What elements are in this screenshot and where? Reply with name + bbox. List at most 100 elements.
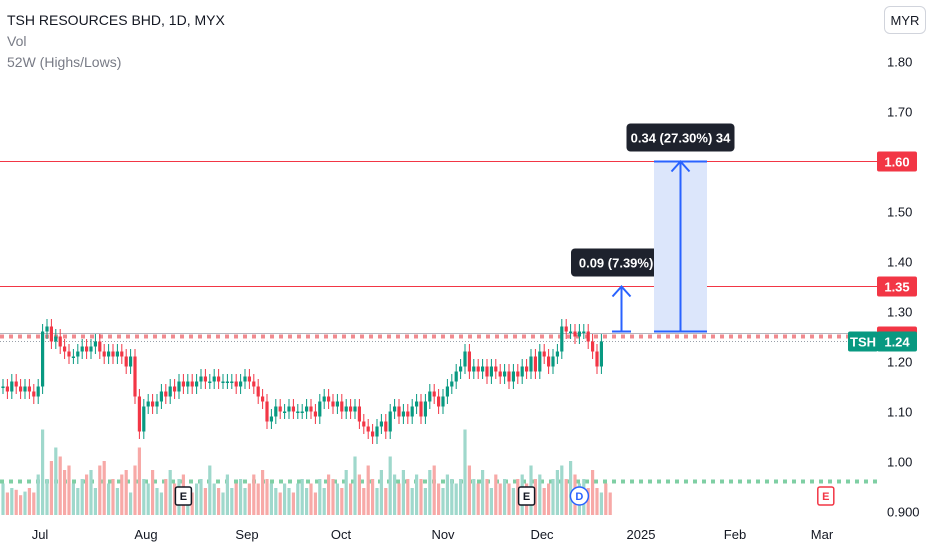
candle-body (481, 366, 485, 372)
x-tick-label: Sep (235, 527, 258, 542)
x-tick-label: Nov (431, 527, 455, 542)
candle-body (357, 406, 361, 422)
symbol-title[interactable]: TSH RESOURCES BHD, 1D, MYX (7, 12, 225, 28)
candle-body (111, 351, 115, 357)
candle-body (379, 421, 383, 427)
volume-bar (159, 492, 163, 515)
candle-body (89, 346, 93, 352)
volume-bar (124, 470, 128, 515)
volume-bar (309, 483, 313, 515)
candle-body (344, 406, 348, 412)
measure-callout-box (626, 123, 735, 152)
volume-bar (93, 488, 97, 515)
volume-bar (199, 479, 203, 515)
volume-bar (441, 488, 445, 515)
candle-body (133, 356, 137, 397)
candle-body (239, 381, 243, 387)
candle-body (234, 381, 238, 387)
volume-bar (137, 447, 141, 515)
candle-body (45, 326, 49, 332)
candle-body (256, 386, 260, 397)
volume-bar (256, 483, 260, 515)
candle-body (120, 351, 124, 357)
y-tick-label: 1.40 (887, 255, 912, 270)
volume-bar (547, 483, 551, 515)
candle-body (32, 391, 36, 397)
candle-body (560, 326, 564, 352)
volume-bar (344, 470, 348, 515)
candle-body (71, 356, 75, 358)
volume-bar (608, 492, 612, 515)
volume-bar (107, 483, 111, 515)
candle-body (208, 381, 212, 383)
volume-bar (318, 479, 322, 515)
y-tick-label: 1.30 (887, 305, 912, 320)
candle-body (146, 401, 150, 407)
candle-body (278, 406, 282, 412)
candle-body (1, 386, 5, 388)
y-tick-label: 1.50 (887, 205, 912, 220)
x-tick-label: 2025 (627, 527, 656, 542)
volume-bar (58, 456, 62, 515)
candle-body (203, 376, 207, 382)
candle-body (80, 346, 84, 352)
volume-bar (151, 470, 155, 515)
volume-bar (45, 479, 49, 515)
x-tick-label: Feb (724, 527, 746, 542)
candle-body (415, 401, 419, 407)
candle-body (362, 421, 366, 427)
candle-body (371, 431, 375, 437)
volume-bar (489, 488, 493, 515)
candle-body (168, 386, 172, 397)
candle-body (313, 411, 317, 417)
candle-body (322, 396, 326, 402)
x-tick-label: Mar (811, 527, 834, 542)
52w-indicator-label[interactable]: 52W (Highs/Lows) (7, 54, 122, 70)
volume-bar (384, 488, 388, 515)
volume-bar (599, 492, 603, 515)
candle-body (296, 411, 300, 413)
volume-bar (217, 488, 221, 515)
earnings-marker-label: E (523, 491, 530, 503)
candle-body (36, 386, 40, 397)
volume-bar (322, 488, 326, 515)
volume-bar (366, 465, 370, 515)
volume-bar (305, 488, 309, 515)
candle-body (520, 366, 524, 377)
currency-button[interactable]: MYR (884, 6, 926, 34)
volume-bar (32, 492, 36, 515)
volume-bar (71, 483, 75, 515)
volume-bar (604, 483, 608, 515)
candle-body (423, 401, 427, 417)
candle-body (265, 401, 269, 422)
candle-body (164, 391, 168, 397)
y-tick-label: 1.70 (887, 105, 912, 120)
candle-body (243, 376, 247, 382)
candle-body (102, 351, 106, 357)
volume-bar (340, 488, 344, 515)
y-tick-label: 1.00 (887, 455, 912, 470)
volume-bar (503, 479, 507, 515)
volume-indicator-label[interactable]: Vol (7, 33, 27, 49)
ticker-badge (848, 331, 878, 352)
level-price-badge-label: 1.60 (884, 155, 909, 170)
candle-body (388, 411, 392, 432)
volume-bar (36, 474, 40, 515)
volume-bar (278, 492, 282, 515)
volume-bar (208, 465, 212, 515)
volume-bar (432, 465, 436, 515)
candle-body (225, 381, 229, 383)
candle-body (151, 401, 155, 407)
candle-body (419, 401, 423, 417)
candle-body (85, 346, 89, 352)
volume-bar (203, 488, 207, 515)
volume-bar (371, 479, 375, 515)
volume-bar (542, 488, 546, 515)
level-price-badge-label: 1.35 (884, 280, 909, 295)
volume-bar (564, 479, 568, 515)
volume-bar (494, 474, 498, 515)
volume-bar (239, 479, 243, 515)
volume-bar (569, 461, 573, 515)
volume-bar (230, 488, 234, 515)
